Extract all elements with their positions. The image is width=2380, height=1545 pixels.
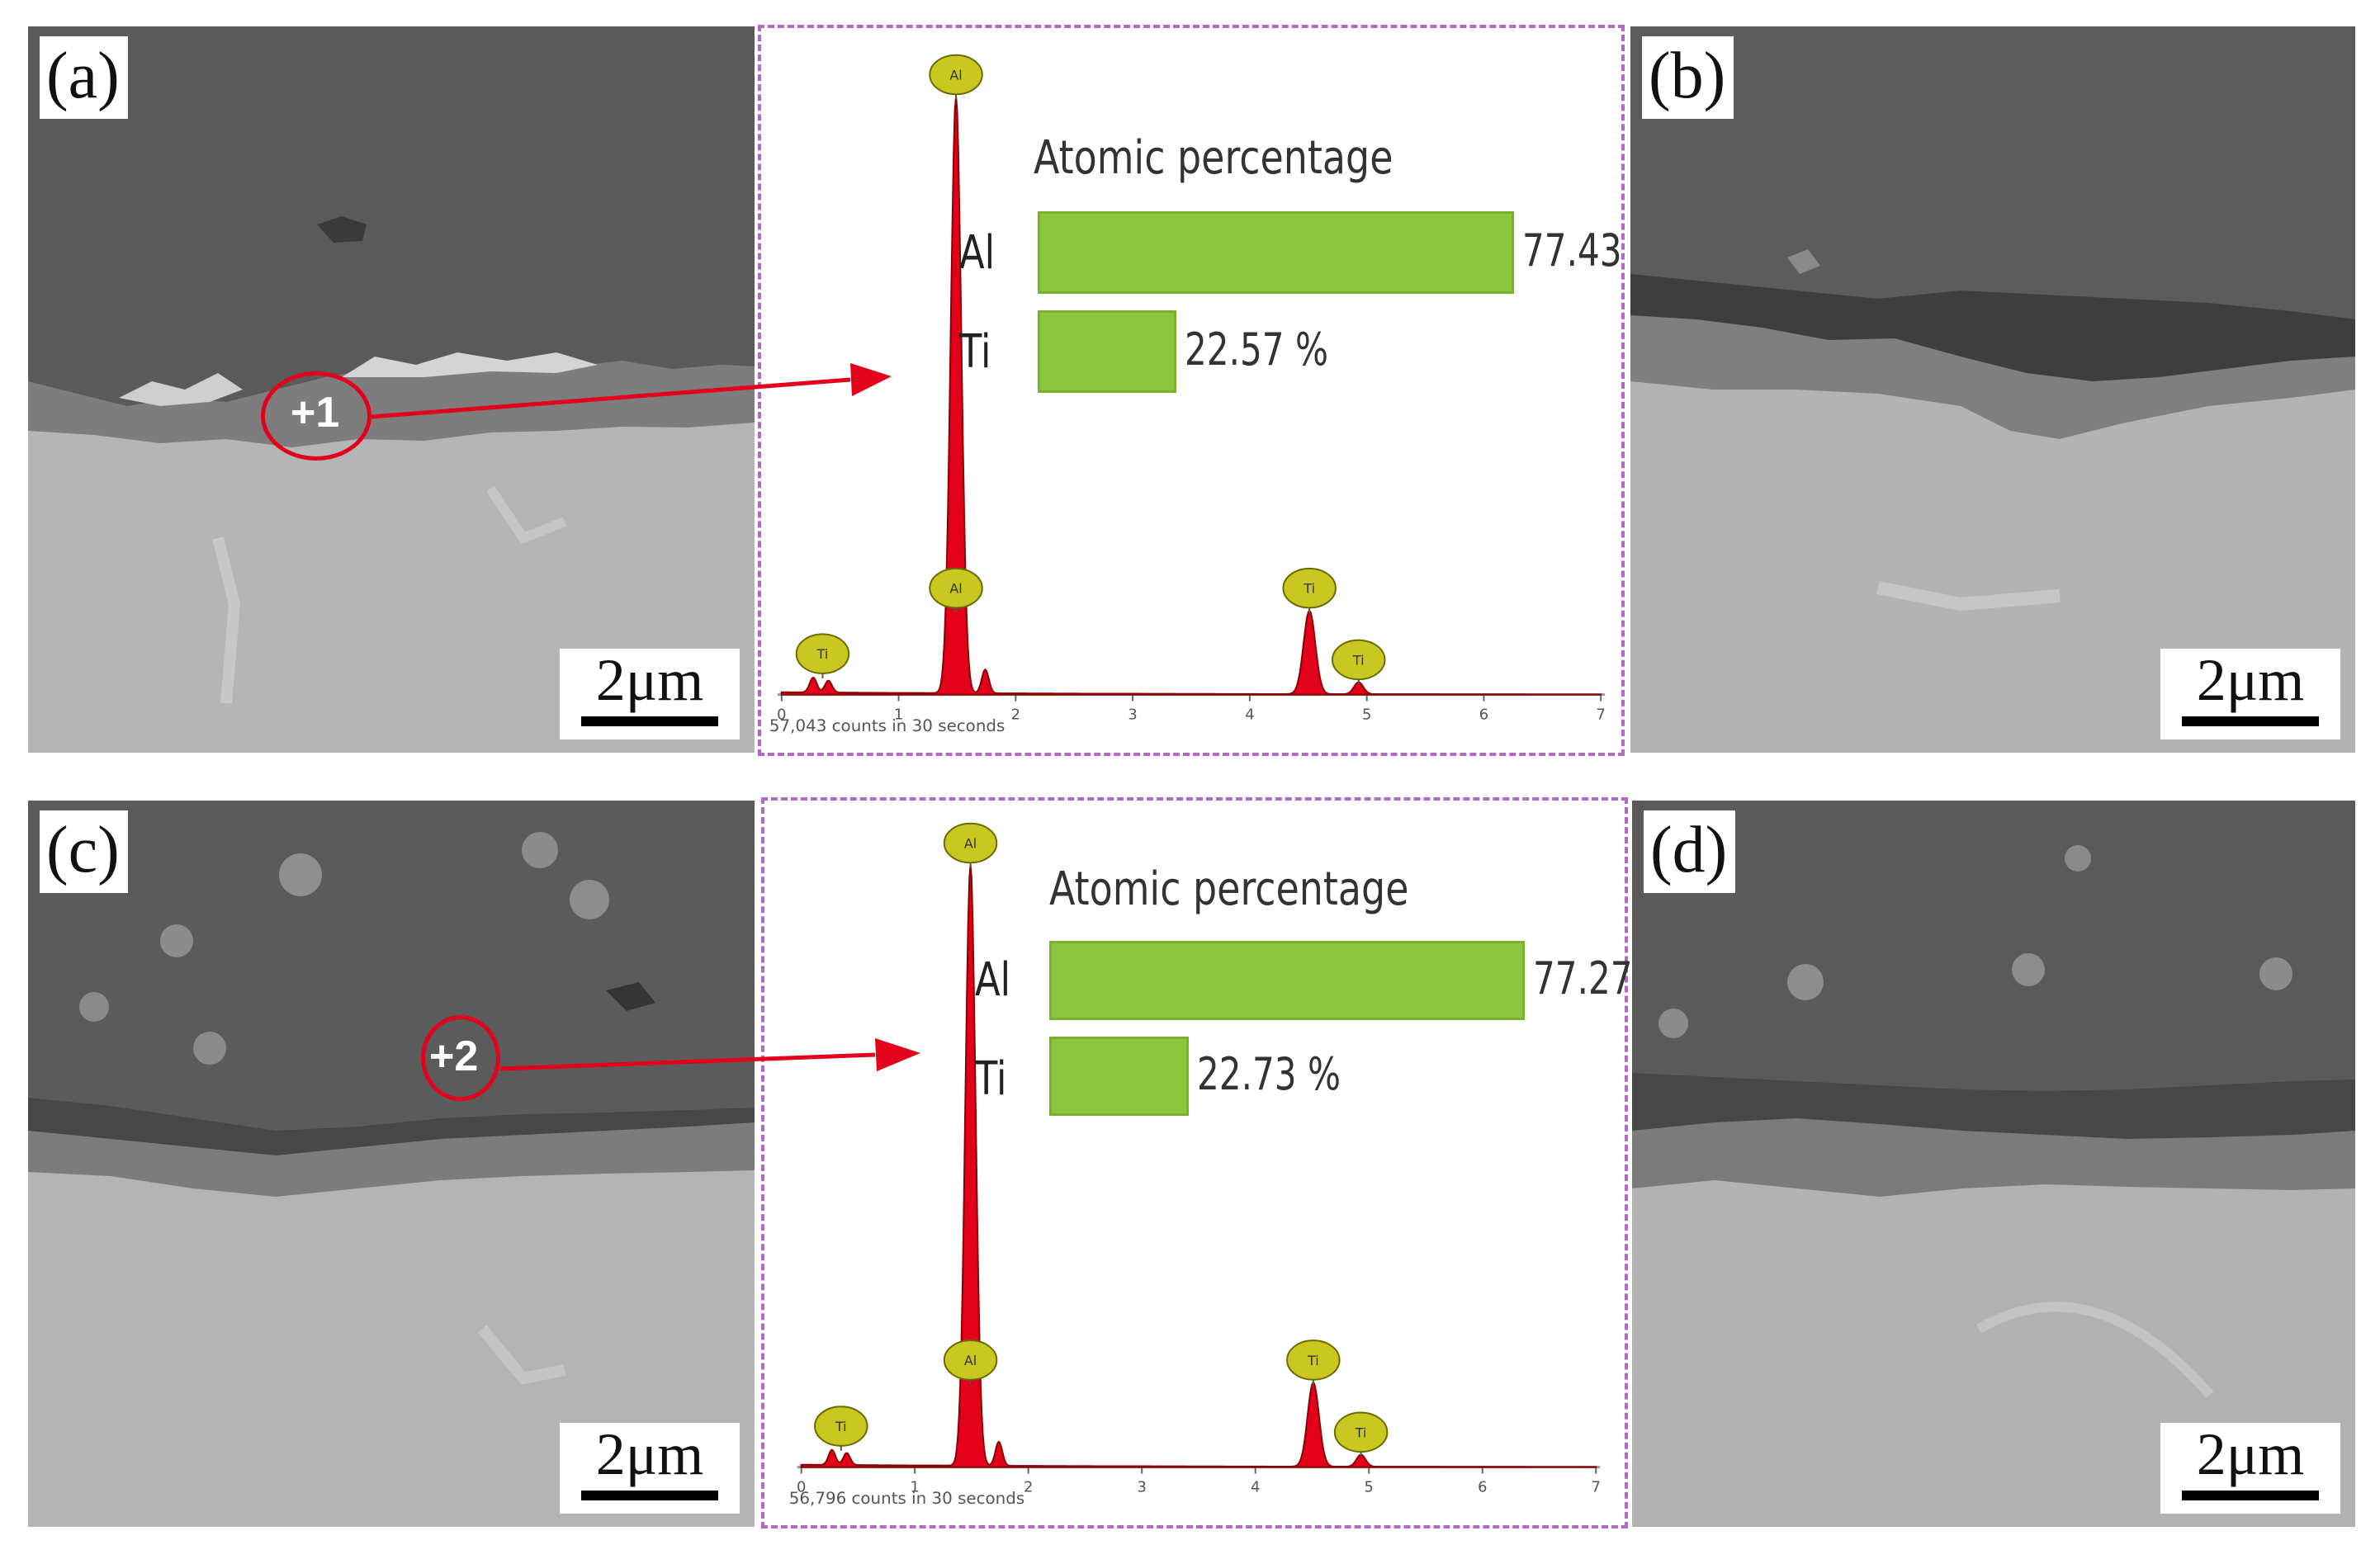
scale-bar-box-c: 2μm: [560, 1423, 740, 1514]
sem-panel-d: (d) 2μm: [1632, 801, 2355, 1527]
x-tick-label-2-0: 0: [797, 1478, 806, 1495]
x-tick-label-2-4: 4: [1251, 1478, 1260, 1495]
bar-al-2: [1049, 941, 1525, 1020]
sem-image-a: [28, 26, 755, 753]
point-label-1: +1: [291, 389, 340, 437]
value-label-ti-1: 22.57 %: [1185, 324, 1329, 376]
x-tick-label-1-2: 2: [1011, 706, 1020, 723]
panel-letter-b: (b): [1642, 36, 1734, 119]
x-tick-label-2-1: 1: [910, 1478, 919, 1495]
x-tick-label-1-1: 1: [894, 706, 903, 723]
sem-panel-b: (b) 2μm: [1630, 26, 2355, 753]
x-tick-label-1-3: 3: [1128, 706, 1137, 723]
point-marker-1: [261, 371, 371, 461]
spectrum-counts-1: 57,043 counts in 30 seconds: [769, 716, 1005, 735]
x-tick-label-2-7: 7: [1592, 1478, 1601, 1495]
spectrum-counts-2: 56,796 counts in 30 seconds: [789, 1489, 1024, 1508]
spectrum-trace-1: [780, 96, 1602, 696]
svg-text:Ti: Ti: [835, 1419, 847, 1434]
x-tick-label-2-3: 3: [1138, 1478, 1147, 1495]
eds-spectrum-panel-2: 0 1 2 3 4 5 6 7 Ti Al Al Ti Ti 56,796 counts in 30 …: [761, 797, 1677, 1528]
scale-bar-box-d: 2μm: [2160, 1423, 2340, 1514]
x-tick-label-2-5: 5: [1365, 1478, 1374, 1495]
svg-text:Al: Al: [964, 1353, 977, 1368]
svg-text:Al: Al: [949, 581, 962, 597]
svg-text:Ti: Ti: [1355, 1425, 1367, 1440]
eds-spectrum-panel-1: 0 1 2 3 4 5 6 7 Ti Al Al Ti Ti 57,043 counts in 30 …: [758, 25, 1666, 756]
point-label-2: +2: [429, 1032, 479, 1080]
sem-panel-c: (c) 2μm: [28, 801, 755, 1527]
x-tick-label-2-6: 6: [1478, 1478, 1487, 1495]
atomic-percentage-title-2: Atomic percentage: [1049, 862, 1409, 916]
element-label-al-2: Al: [975, 953, 1011, 1007]
panel-letter-d: (d): [1644, 810, 1736, 893]
scale-label-d: 2μm: [2196, 1421, 2305, 1487]
svg-text:Ti: Ti: [1352, 652, 1365, 668]
point-marker-2: [421, 1015, 500, 1101]
scale-bar-d: [2182, 1491, 2319, 1500]
peak-label-ti-1-4: Ti: [1331, 639, 1386, 685]
peak-label-ti-2-4: Ti: [1333, 1411, 1389, 1458]
x-tick-label-2-2: 2: [1024, 1478, 1033, 1495]
scale-label-c: 2μm: [595, 1421, 704, 1487]
eds-spectrum-plot-2: 0 1 2 3 4 5 6 7 Ti Al Al Ti Ti 56,796 counts in 30 …: [789, 822, 1601, 1508]
svg-text:Ti: Ti: [1307, 1353, 1319, 1368]
svg-text:Ti: Ti: [816, 646, 829, 662]
eds-spectrum-plot-1: 0 1 2 3 4 5 6 7 Ti Al Al Ti Ti 57,043 counts in 30 …: [769, 54, 1606, 735]
sem-image-d: [1632, 801, 2355, 1527]
sem-panel-a: (a) 2μm: [28, 26, 755, 753]
svg-text:Al: Al: [949, 67, 962, 83]
sem-image-c: [28, 801, 755, 1527]
scale-bar-box-b: 2μm: [2160, 649, 2340, 739]
peak-label-al-2-2: Al: [943, 1339, 998, 1385]
panel-letter-c: (c): [40, 810, 128, 893]
peak-label-ti-1-3: Ti: [1282, 567, 1337, 613]
element-label-al-1: Al: [959, 226, 996, 280]
scale-label-b: 2μm: [2196, 647, 2305, 713]
svg-text:Al: Al: [964, 835, 977, 851]
atomic-percentage-title-1: Atomic percentage: [1034, 131, 1393, 185]
bar-al-1: [1038, 211, 1514, 294]
x-tick-label-1-6: 6: [1479, 706, 1488, 723]
value-label-ti-2: 22.73 %: [1197, 1048, 1341, 1100]
x-tick-label-1-5: 5: [1362, 706, 1371, 723]
x-tick-label-1-4: 4: [1245, 706, 1254, 723]
peak-label-ti-2-3: Ti: [1286, 1339, 1341, 1385]
x-tick-label-1-0: 0: [777, 706, 786, 723]
sem-image-b: [1630, 26, 2355, 753]
scale-label-a: 2μm: [595, 647, 704, 713]
peak-label-al-1-1: Al: [929, 54, 983, 100]
bar-ti-1: [1038, 310, 1177, 393]
peak-label-al-2-1: Al: [943, 822, 998, 868]
scale-bar-b: [2182, 716, 2319, 726]
peak-label-al-1-2: Al: [929, 567, 983, 613]
scale-bar-box-a: 2μm: [560, 649, 740, 739]
element-label-ti-2: Ti: [975, 1052, 1007, 1106]
svg-text:Ti: Ti: [1303, 581, 1315, 597]
panel-letter-a: (a): [40, 36, 128, 119]
scale-bar-a: [581, 716, 718, 726]
peak-label-ti-1-0: Ti: [795, 633, 850, 678]
bar-ti-2: [1049, 1037, 1190, 1116]
x-tick-label-1-7: 7: [1597, 706, 1606, 723]
scale-bar-c: [581, 1491, 718, 1500]
peak-label-ti-2-0: Ti: [814, 1406, 868, 1451]
spectrum-trace-2: [800, 864, 1597, 1468]
element-label-ti-1: Ti: [959, 325, 991, 379]
